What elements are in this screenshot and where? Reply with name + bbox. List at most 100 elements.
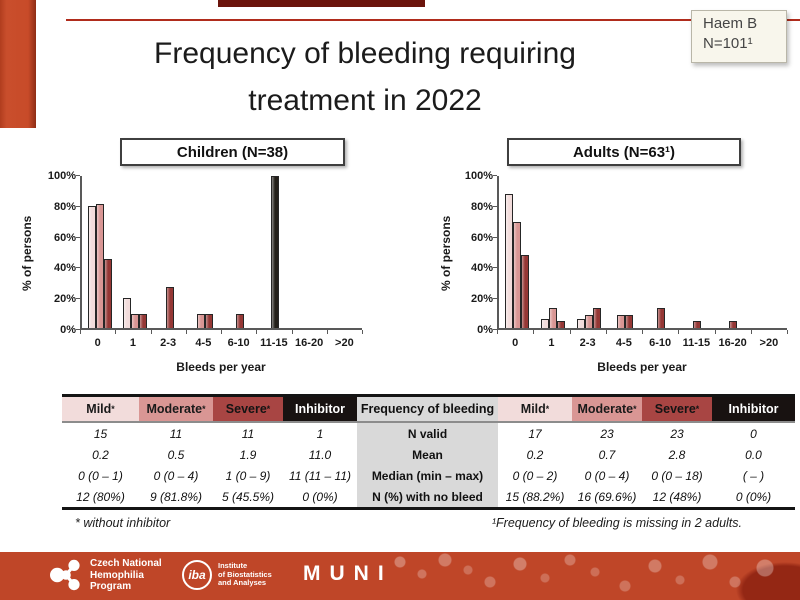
bar-severe xyxy=(138,314,147,328)
table-row-label: Mean xyxy=(357,444,498,465)
y-tick-label: 40% xyxy=(53,262,76,275)
table-cell: 2.8 xyxy=(668,447,686,462)
cnhp-line1: Czech National xyxy=(90,558,162,569)
category-group-16-20 xyxy=(715,176,751,328)
footer-dot-pattern xyxy=(380,552,800,600)
x-tick xyxy=(80,330,81,334)
table-row-label: N (%) with no bleed xyxy=(357,486,498,507)
x-tick xyxy=(533,330,535,334)
table-cell: 0 (0 – 1) xyxy=(78,468,123,483)
bar-mild xyxy=(505,193,513,328)
x-tick xyxy=(678,330,680,334)
bar-severe xyxy=(521,255,529,328)
category-group->20 xyxy=(327,176,362,328)
iba-abbr: iba xyxy=(188,568,206,582)
category-group-11-15 xyxy=(257,176,292,328)
y-tick xyxy=(493,205,497,207)
y-tick xyxy=(493,329,497,330)
y-tick-label: 60% xyxy=(53,231,76,244)
x-tick-label: 16-20 xyxy=(718,337,747,349)
table-cell: 0.7 xyxy=(598,447,616,462)
x-tick xyxy=(605,330,607,334)
table-header-mild: Mild * xyxy=(498,397,572,423)
x-tick-label: 4-5 xyxy=(615,337,632,349)
x-tick xyxy=(256,330,258,334)
bar-inhibitor xyxy=(270,176,279,328)
x-tick-label: 0 xyxy=(94,337,101,349)
iba-logo: iba Institute of Biostatistics and Analy… xyxy=(182,560,272,590)
x-tick-label: 11-15 xyxy=(260,337,288,349)
table-cell: 11 xyxy=(169,426,183,441)
category-group-0 xyxy=(82,176,117,328)
bar-moderate xyxy=(585,314,593,328)
table-cell: 23 xyxy=(670,426,684,441)
y-tick xyxy=(76,298,80,300)
bar-mild xyxy=(87,206,96,328)
table-cell: 0 (0%) xyxy=(302,489,338,504)
y-tick xyxy=(76,267,80,269)
x-tick xyxy=(326,330,328,334)
x-tick-labels: 0 1 2-3 4-5 6-10 11-15 16-20 >20 xyxy=(497,337,787,349)
adults-chart-plot xyxy=(497,176,787,330)
bar-moderate xyxy=(95,203,104,328)
table-cell: 0.2 xyxy=(526,447,544,462)
y-tick-label: 20% xyxy=(470,293,493,306)
x-tick xyxy=(115,330,117,334)
table-cell: 11 (11 – 11) xyxy=(288,468,352,483)
footnote-right: ¹Frequency of bleeding is missing in 2 a… xyxy=(491,516,742,530)
table-header-severe: Severe * xyxy=(213,397,283,423)
x-tick xyxy=(497,330,498,334)
adults-chart-title: Adults (N=63¹) xyxy=(507,138,741,166)
bar-mild xyxy=(122,297,131,328)
x-tick xyxy=(150,330,152,334)
y-tick-label: 100% xyxy=(47,170,76,182)
table-cell: 0 (0 – 18) xyxy=(651,468,703,483)
y-tick-label: 20% xyxy=(53,293,76,306)
y-tick-label: 80% xyxy=(470,200,493,213)
y-tick-label: 0% xyxy=(60,324,76,336)
category-group->20 xyxy=(751,176,787,328)
iba-circle-icon: iba xyxy=(182,560,212,590)
y-tick xyxy=(493,298,497,300)
y-tick-label: 40% xyxy=(470,262,493,275)
table-header-mild: Mild * xyxy=(62,397,139,423)
bar-moderate xyxy=(196,314,205,328)
table-cell: 23 xyxy=(600,426,614,441)
table-cell: 0 (0 – 2) xyxy=(512,468,558,483)
y-tick-label: 60% xyxy=(470,231,493,244)
x-tick xyxy=(185,330,187,334)
y-axis-title: % of persons xyxy=(20,215,34,291)
x-tick-label: >20 xyxy=(759,337,779,349)
iba-line3: and Analyses xyxy=(218,578,267,588)
table-header-severe: Severe * xyxy=(642,397,712,423)
bar-moderate xyxy=(513,222,521,328)
bar-severe xyxy=(593,308,601,328)
bar-severe xyxy=(557,321,565,328)
title-line2: treatment in 2022 xyxy=(248,84,482,117)
bar-severe xyxy=(729,321,737,328)
bar-severe xyxy=(235,314,244,328)
footer-bar: Czech National Hemophilia Program iba In… xyxy=(0,552,800,600)
table-cell: 0.5 xyxy=(167,447,185,462)
y-tick xyxy=(493,236,497,238)
cnhp-line3: Program xyxy=(90,581,132,592)
x-tick xyxy=(569,330,571,334)
left-accent-bar xyxy=(0,0,36,128)
table-cell: 12 (48%) xyxy=(652,489,702,504)
y-tick xyxy=(76,205,80,207)
y-tick xyxy=(76,329,80,330)
x-tick-label: 2-3 xyxy=(160,337,177,349)
x-tick xyxy=(750,330,752,334)
y-tick-label: 100% xyxy=(464,170,493,182)
bar-severe xyxy=(625,314,633,328)
table-cell: 12 (80%) xyxy=(76,489,125,504)
y-axis-title: % of persons xyxy=(439,215,453,291)
table-cell: 11 xyxy=(241,426,255,441)
x-tick xyxy=(714,330,716,334)
y-tick-label: 80% xyxy=(53,200,76,213)
bar-severe xyxy=(693,321,701,328)
bar-moderate xyxy=(549,308,557,328)
table-row-label: N valid xyxy=(357,423,498,444)
header-rule xyxy=(66,19,800,21)
